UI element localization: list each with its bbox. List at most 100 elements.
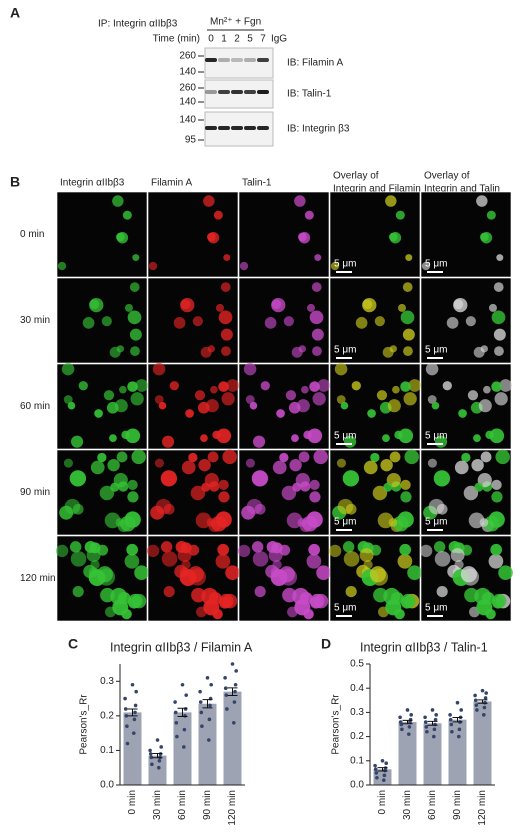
cell (63, 395, 73, 404)
bar (148, 755, 167, 785)
data-point (409, 713, 414, 717)
data-point (183, 707, 188, 711)
cell (473, 346, 485, 358)
cell (192, 316, 203, 327)
cell (343, 551, 360, 567)
data-point (125, 724, 129, 729)
cell (355, 317, 368, 329)
cell (374, 316, 385, 327)
data-point (207, 738, 211, 742)
cell (254, 503, 266, 515)
cell (403, 346, 413, 357)
cell (486, 210, 496, 220)
cell (207, 451, 219, 463)
cell (495, 449, 510, 465)
cell (476, 195, 488, 207)
blot-label: IB: Integrin β3 (287, 124, 350, 135)
cell (312, 346, 322, 357)
cell (213, 210, 223, 220)
y-tick-label: 0.1 (350, 755, 364, 766)
data-point (124, 714, 129, 718)
cell (278, 566, 295, 583)
marker-label: 260 (179, 51, 196, 62)
cell (94, 409, 103, 418)
cell (180, 299, 191, 310)
scale-bar-label: 5 μm (334, 603, 356, 614)
cell (245, 395, 255, 404)
data-point (432, 734, 436, 739)
error-bar (377, 767, 388, 772)
data-point (182, 745, 186, 749)
cell (328, 544, 342, 558)
cell (298, 231, 311, 244)
cell (313, 449, 328, 465)
data-point (398, 715, 402, 720)
micrograph (56, 449, 148, 536)
data-point (400, 727, 404, 732)
micrograph: 5 μm (329, 449, 421, 536)
data-point (459, 708, 464, 712)
cell (200, 346, 212, 358)
row-label: 0 min (20, 229, 44, 240)
cell (491, 381, 502, 392)
cell (291, 346, 303, 358)
data-point (205, 676, 210, 680)
cell (480, 231, 493, 244)
cell (70, 435, 84, 448)
data-point (175, 734, 179, 739)
y-tick-label: 0.3 (100, 676, 114, 687)
cell (185, 409, 194, 418)
cell (463, 485, 479, 501)
cell (296, 399, 310, 413)
data-point (474, 703, 479, 707)
cell (169, 381, 179, 391)
data-point (132, 717, 137, 722)
cell (272, 460, 287, 475)
cell (291, 434, 299, 443)
cell (218, 310, 233, 325)
cell (380, 458, 393, 472)
data-point (482, 713, 486, 717)
data-point (475, 708, 479, 712)
band (257, 90, 269, 94)
y-axis-title: Pearson's_Rr (331, 694, 342, 755)
cell (190, 485, 206, 501)
data-point (407, 732, 411, 736)
cell (399, 543, 412, 556)
cell (340, 401, 349, 410)
cell (210, 385, 218, 394)
cell (239, 261, 249, 271)
cell (301, 385, 309, 394)
cell (488, 303, 497, 312)
cell (252, 435, 266, 448)
data-point (430, 708, 435, 712)
data-point (374, 771, 379, 775)
micrograph (56, 362, 149, 450)
data-point (199, 710, 204, 715)
cell (494, 392, 508, 406)
blot-label: IB: Talin-1 (287, 89, 332, 100)
micrograph (147, 449, 239, 536)
cell (483, 385, 491, 394)
band (257, 126, 269, 130)
cell (96, 566, 113, 583)
column-header: Overlay of (424, 171, 470, 182)
cell (201, 587, 219, 605)
x-tick-label: 90 min (202, 790, 213, 820)
cell (498, 565, 513, 580)
cell (218, 381, 229, 392)
cell (86, 548, 101, 563)
data-point (157, 765, 161, 770)
cell (298, 451, 310, 463)
cell (309, 479, 320, 491)
marker-label: 260 (179, 83, 196, 94)
cell (243, 362, 257, 376)
cell (163, 586, 175, 598)
data-point (159, 745, 163, 749)
error-bar (127, 708, 138, 717)
cell (220, 282, 231, 292)
marker-label: 140 (179, 97, 196, 108)
cell (367, 409, 376, 418)
cell (304, 210, 314, 220)
data-point (209, 682, 213, 687)
